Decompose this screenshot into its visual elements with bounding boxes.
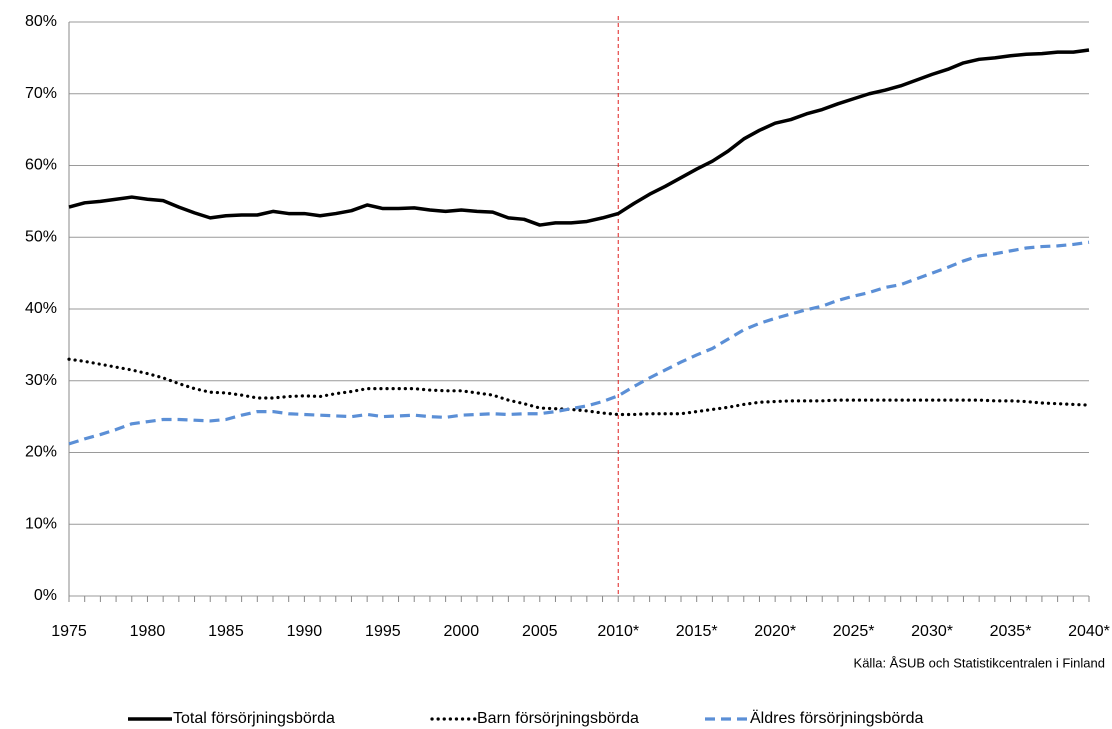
x-tick-label: 1975 bbox=[51, 623, 87, 640]
x-tick-label: 1980 bbox=[130, 623, 166, 640]
x-tick-label: 2020* bbox=[754, 623, 796, 640]
x-tick-label: 1995 bbox=[365, 623, 401, 640]
legend-label: Total försörjningsbörda bbox=[173, 710, 335, 727]
x-tick-label: 2015* bbox=[676, 623, 718, 640]
y-tick-label: 40% bbox=[25, 300, 57, 317]
data-line bbox=[68, 240, 1090, 446]
y-tick-label: 60% bbox=[25, 157, 57, 174]
y-tick-label: 10% bbox=[25, 515, 57, 532]
y-tick-label: 20% bbox=[25, 444, 57, 461]
x-tick-label: 2010* bbox=[597, 623, 639, 640]
legend-label: Barn försörjningsbörda bbox=[477, 710, 639, 727]
x-tick-label: 2040* bbox=[1068, 623, 1110, 640]
x-tick-label: 2035* bbox=[990, 623, 1032, 640]
x-tick-label: 2000 bbox=[444, 623, 480, 640]
data-line bbox=[68, 48, 1090, 227]
x-tick-label: 1985 bbox=[208, 623, 244, 640]
y-tick-label: 70% bbox=[25, 85, 57, 102]
source-note: Källa: ÅSUB och Statistikcentralen i Fin… bbox=[854, 655, 1105, 670]
legend-label: Äldres försörjningsbörda bbox=[750, 709, 924, 727]
data-line bbox=[67, 357, 1091, 417]
y-tick-label: 80% bbox=[25, 13, 57, 30]
y-tick-label: 30% bbox=[25, 372, 57, 389]
x-tick-label: 2030* bbox=[911, 623, 953, 640]
x-tick-label: 1990 bbox=[287, 623, 323, 640]
x-tick-label: 2005 bbox=[522, 623, 558, 640]
y-tick-label: 0% bbox=[34, 587, 57, 604]
y-tick-label: 50% bbox=[25, 228, 57, 245]
x-tick-label: 2025* bbox=[833, 623, 875, 640]
